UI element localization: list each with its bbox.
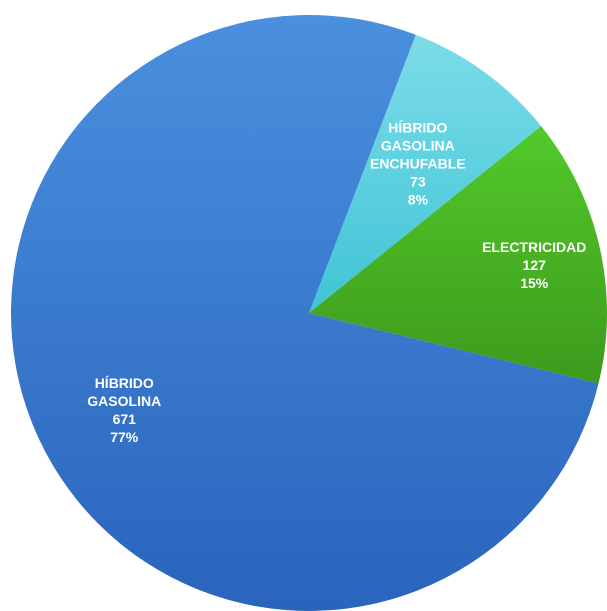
pie-slice	[309, 126, 607, 384]
slice-category-label: GASOLINA	[87, 393, 161, 409]
slice-data-label: ELECTRICIDAD 127 15%	[482, 239, 586, 291]
slice-data-label: HÍBRIDO GASOLINA ENCHUFABLE 73 8%	[370, 120, 466, 208]
pie-slice	[309, 34, 542, 314]
slice-category-label: ELECTRICIDAD	[482, 239, 586, 255]
slice-category-label: GASOLINA	[381, 138, 455, 154]
slice-value-label: 73	[410, 174, 426, 190]
slice-value-label: 671	[113, 411, 137, 427]
slice-value-label: 127	[523, 257, 547, 273]
slice-percent-label: 8%	[408, 192, 429, 208]
slice-category-label: HÍBRIDO	[388, 120, 447, 136]
slice-category-label: ENCHUFABLE	[370, 156, 466, 172]
slice-percent-label: 77%	[110, 429, 139, 445]
slice-data-label: HÍBRIDO GASOLINA 671 77%	[87, 375, 161, 445]
slice-category-label: HÍBRIDO	[95, 375, 154, 391]
slice-percent-label: 15%	[520, 275, 549, 291]
pie-slice	[11, 14, 599, 611]
